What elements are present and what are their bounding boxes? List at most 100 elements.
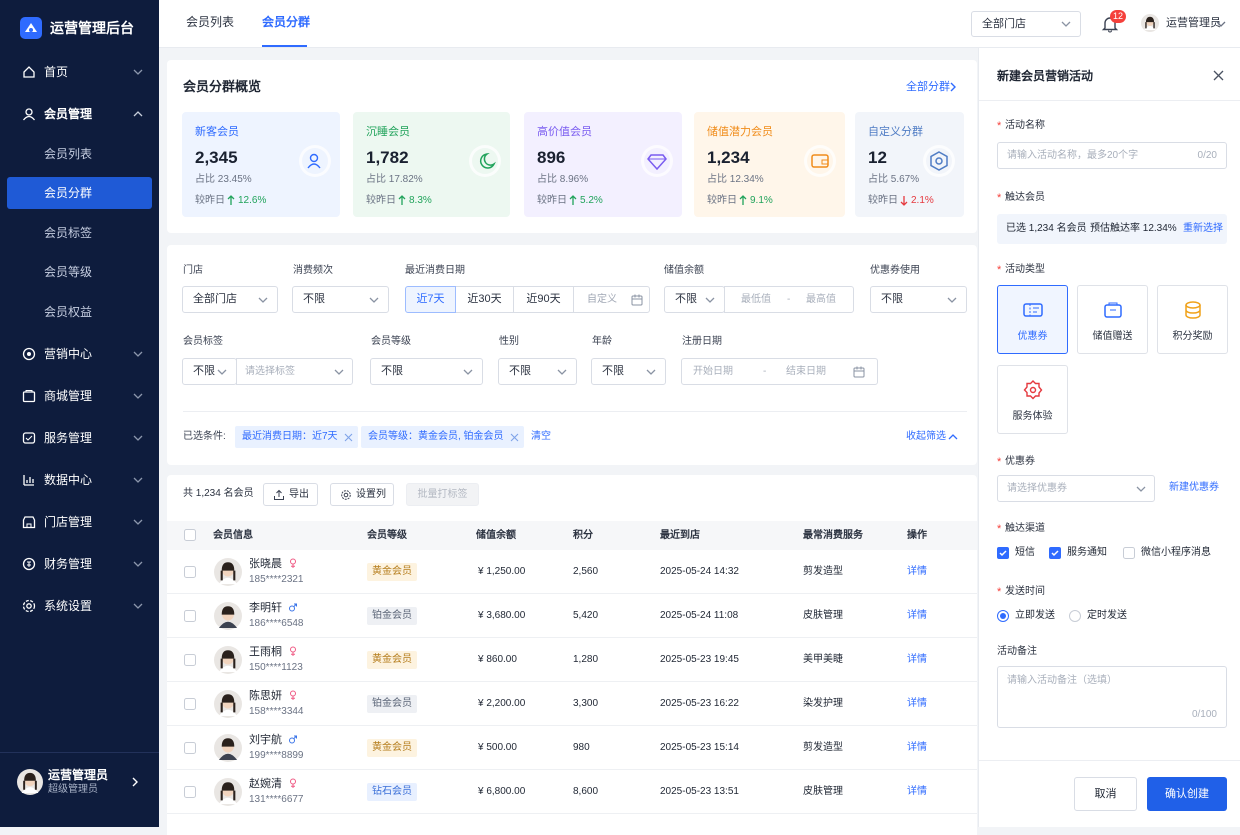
avatar xyxy=(214,646,242,674)
age-filter[interactable]: 不限 xyxy=(591,358,666,385)
topbar-user[interactable]: 运营管理员 xyxy=(1166,17,1221,29)
table-header xyxy=(167,521,977,550)
detail-link[interactable]: 详情 xyxy=(907,566,927,577)
balance-range[interactable]: 最低值 - 最高值 xyxy=(724,286,854,313)
activity-type-option[interactable]: 服务体验 xyxy=(997,365,1068,434)
points: 2,560 xyxy=(573,566,599,577)
tags-filter[interactable]: 不限 xyxy=(182,358,237,385)
menu-icon xyxy=(22,516,36,529)
menu-item[interactable]: 门店管理 xyxy=(0,506,159,538)
menu-item[interactable]: 数据中心 xyxy=(0,464,159,496)
balance-filter[interactable]: 不限 xyxy=(664,286,725,313)
detail-link[interactable]: 详情 xyxy=(907,742,927,753)
menu-caret xyxy=(133,435,143,441)
type-label: 优惠券 xyxy=(1017,331,1048,342)
toolbar-button[interactable]: 设置列 xyxy=(330,483,394,506)
level-filter[interactable]: 不限 xyxy=(370,358,483,385)
channel-checkbox xyxy=(1049,547,1061,559)
gender-icon xyxy=(290,558,296,568)
balance: ¥ 1,250.00 xyxy=(478,566,526,577)
clear-filters[interactable]: 清空 xyxy=(531,431,551,442)
submenu-item[interactable]: 会员等级 xyxy=(7,256,152,288)
menu-item[interactable]: 系统设置 xyxy=(0,590,159,622)
required-mark: * xyxy=(997,120,1002,132)
tab[interactable]: 会员列表 xyxy=(186,15,235,29)
tags-picker[interactable]: 请选择标签 xyxy=(236,358,353,385)
date-range-option[interactable]: 近30天 xyxy=(455,286,514,313)
name-input[interactable]: 请输入活动名称，最多20个字 0/20 xyxy=(997,142,1227,169)
date-range-option[interactable]: 近90天 xyxy=(513,286,574,313)
row-checkbox xyxy=(184,742,196,754)
card-value: 896 xyxy=(537,148,566,167)
send-time-label[interactable]: 定时发送 xyxy=(1087,610,1127,621)
menu-item[interactable]: 营销中心 xyxy=(0,338,159,370)
detail-link[interactable]: 详情 xyxy=(907,610,927,621)
date-range-option[interactable]: 近7天 xyxy=(405,286,456,313)
submenu-item[interactable]: 会员权益 xyxy=(7,296,152,328)
menu-caret xyxy=(133,393,143,399)
points: 1,280 xyxy=(573,654,599,665)
send-time-label[interactable]: 立即发送 xyxy=(1015,610,1055,621)
gender-filter[interactable]: 不限 xyxy=(498,358,577,385)
channel-label[interactable]: 服务通知 xyxy=(1067,547,1107,558)
channel-checkbox xyxy=(1123,547,1135,559)
card-change: 9.1% xyxy=(750,195,773,206)
create-coupon-link[interactable]: 新建优惠券 xyxy=(1169,482,1219,493)
channel-label[interactable]: 短信 xyxy=(1015,547,1035,558)
menu-item[interactable]: 首页 xyxy=(0,56,159,88)
service: 剪发造型 xyxy=(803,566,843,577)
register-range[interactable]: 开始日期 - 结束日期 xyxy=(681,358,878,385)
note-textarea[interactable]: 请输入活动备注（选填） 0/100 xyxy=(997,666,1227,728)
card-share: 占比 12.34% xyxy=(707,174,764,185)
channel-label[interactable]: 微信小程序消息 xyxy=(1141,547,1211,558)
cancel-button[interactable]: 取消 xyxy=(1074,777,1137,811)
service: 美甲美睫 xyxy=(803,654,843,665)
submenu-item[interactable]: 会员分群 xyxy=(7,177,152,209)
filter-chip[interactable]: 最近消费日期：近7天 xyxy=(235,426,358,448)
level-tag: 黄金会员 xyxy=(367,563,417,581)
detail-link[interactable]: 详情 xyxy=(907,654,927,665)
menu-label: 财务管理 xyxy=(44,557,93,571)
submenu-item[interactable]: 会员标签 xyxy=(7,217,152,249)
menu-item[interactable]: 服务管理 xyxy=(0,422,159,454)
menu-item[interactable]: 会员管理 xyxy=(0,98,159,130)
menu-item[interactable]: 财务管理 xyxy=(0,548,159,580)
menu-label: 首页 xyxy=(44,65,69,79)
segment-card[interactable]: 自定义分群 12 占比 5.67% 较昨日 2.1% xyxy=(855,112,964,217)
detail-link[interactable]: 详情 xyxy=(907,786,927,797)
filter-chip[interactable]: 会员等级：黄金会员, 铂金会员 xyxy=(361,426,524,448)
filter-label: 年龄 xyxy=(592,336,612,347)
activity-type-option[interactable]: 优惠券 xyxy=(997,285,1068,354)
frequency-filter[interactable]: 不限 xyxy=(292,286,389,313)
reselect-link[interactable]: 重新选择 xyxy=(1183,223,1223,234)
type-icon xyxy=(1104,302,1122,318)
segment-card[interactable]: 高价值会员 896 占比 8.96% 较昨日 5.2% xyxy=(524,112,682,217)
select-placeholder: 请选择优惠券 xyxy=(1007,483,1067,494)
row-checkbox xyxy=(184,786,196,798)
overview-link[interactable]: 全部分群 xyxy=(906,81,950,93)
coupon-select[interactable]: 请选择优惠券 xyxy=(997,475,1155,502)
send-time-radio xyxy=(997,610,1009,622)
segment-card[interactable]: 新客会员 2,345 占比 23.45% 较昨日 12.6% xyxy=(182,112,340,217)
detail-link[interactable]: 详情 xyxy=(907,698,927,709)
submenu-item[interactable]: 会员列表 xyxy=(7,138,152,170)
activity-type-option[interactable]: 储值赠送 xyxy=(1077,285,1148,354)
caret xyxy=(1136,486,1146,492)
confirm-button[interactable]: 确认创建 xyxy=(1147,777,1227,811)
select-value: 不限 xyxy=(193,365,215,377)
store-select[interactable]: 全部门店 xyxy=(971,11,1081,37)
toolbar-button[interactable]: 导出 xyxy=(263,483,318,506)
store-filter[interactable]: 全部门店 xyxy=(182,286,278,313)
date-custom[interactable]: 自定义 xyxy=(573,286,650,313)
segment-card[interactable]: 储值潜力会员 1,234 占比 12.34% 较昨日 9.1% xyxy=(694,112,845,217)
last-visit: 2025-05-24 14:32 xyxy=(660,566,739,577)
coupon-filter[interactable]: 不限 xyxy=(870,286,967,313)
segment-card[interactable]: 沉睡会员 1,782 占比 17.82% 较昨日 8.3% xyxy=(353,112,510,217)
menu-caret xyxy=(133,351,143,357)
menu-item[interactable]: 商城管理 xyxy=(0,380,159,412)
type-icon xyxy=(1185,301,1201,319)
member-phone: 199****8899 xyxy=(249,750,304,761)
tab[interactable]: 会员分群 xyxy=(262,15,311,29)
collapse-filters[interactable]: 收起筛选 xyxy=(906,431,946,442)
activity-type-option[interactable]: 积分奖励 xyxy=(1157,285,1228,354)
